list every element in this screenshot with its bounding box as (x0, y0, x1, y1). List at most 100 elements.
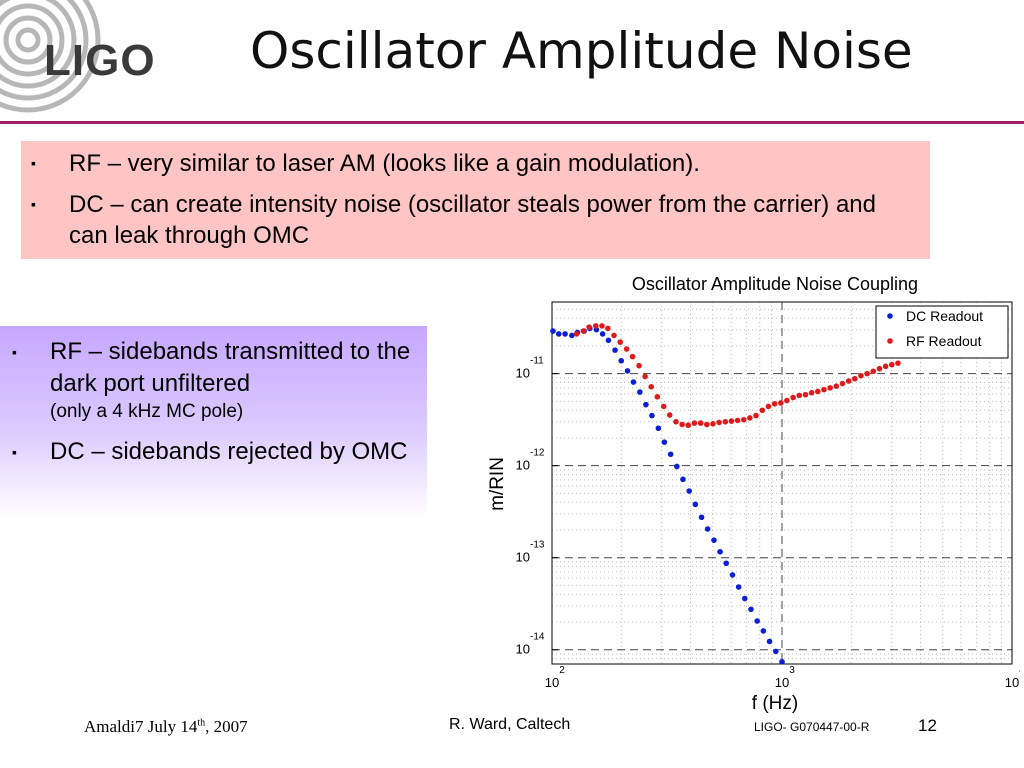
title-divider (0, 121, 1024, 124)
data-point (827, 385, 833, 391)
data-point (643, 401, 649, 408)
data-point (773, 648, 779, 655)
data-point (667, 451, 674, 458)
footer-author: R. Ward, Caltech (449, 716, 571, 733)
data-point (623, 346, 630, 352)
bullet-square-icon: ▪ (31, 196, 36, 212)
data-point (618, 357, 625, 364)
data-point (592, 323, 599, 329)
data-point (760, 628, 767, 634)
data-point (562, 331, 568, 337)
data-point (870, 368, 877, 375)
x-tick-label-exponent: 3 (789, 665, 795, 676)
data-point (704, 526, 711, 532)
slide-title: Oscillator Amplitude Noise (250, 22, 913, 80)
left-bullet-rf-text: RF – sidebands transmitted to the dark p… (50, 338, 411, 397)
data-point (740, 416, 747, 423)
top-bullet-rf-text: RF – very similar to laser AM (looks lik… (69, 150, 700, 177)
data-point (580, 328, 587, 334)
data-point (686, 488, 693, 494)
data-point (839, 380, 846, 387)
data-point (845, 378, 852, 384)
x-tick-label-base: 10 (545, 675, 559, 690)
left-bullet-dc-text: DC – sidebands rejected by OMC (50, 438, 408, 465)
footer-event-prefix: Amaldi7 July 14 (84, 717, 198, 736)
left-bullet-dc: ▪ DC – sidebands rejected by OMC (0, 436, 420, 468)
data-point (833, 383, 840, 390)
x-tick-label-exponent: 4 (1019, 665, 1020, 676)
data-point (759, 407, 766, 414)
footer-event-suffix: , 2007 (205, 717, 248, 736)
top-bullet-list: ▪ RF – very similar to laser AM (looks l… (21, 148, 921, 251)
data-point (599, 331, 606, 337)
data-point (784, 397, 790, 404)
data-point (624, 368, 631, 374)
data-point (550, 328, 556, 334)
data-point (790, 394, 796, 401)
data-point (605, 325, 611, 332)
legend-marker (887, 338, 893, 344)
data-point (717, 548, 723, 555)
legend-marker (887, 313, 893, 319)
data-point (728, 418, 735, 424)
footer-page-number: 12 (918, 716, 937, 735)
y-axis-label: m/RIN (487, 457, 508, 511)
data-point (716, 419, 722, 426)
top-bullet-dc-text: DC – can create intensity noise (oscilla… (69, 191, 876, 249)
data-point (661, 439, 668, 445)
data-point (765, 403, 772, 410)
data-point (674, 463, 680, 470)
data-point (573, 331, 580, 337)
bullet-square-icon: ▪ (12, 344, 17, 360)
data-point (852, 375, 858, 382)
data-point (599, 323, 605, 329)
data-point (882, 363, 889, 370)
top-bullet-rf: ▪ RF – very similar to laser AM (looks l… (21, 148, 921, 179)
data-point (753, 412, 759, 419)
data-point (612, 347, 618, 353)
data-point (710, 420, 716, 427)
data-point (629, 353, 636, 360)
data-point (654, 393, 661, 400)
chart-legend: DC Readout RF Readout (875, 305, 1009, 359)
data-point (734, 417, 741, 424)
chart-points (550, 323, 901, 665)
data-point (777, 400, 784, 406)
data-point (802, 391, 809, 398)
logo-rings-graphic (0, 0, 101, 113)
data-point (660, 403, 667, 410)
data-point (754, 618, 760, 624)
data-point (648, 383, 655, 390)
x-tick-label-exponent: 2 (559, 665, 565, 676)
footer-doc-id: LIGO- G070447-00-R (754, 720, 870, 734)
top-bullet-box (21, 141, 930, 259)
x-tick-label-base: 10 (775, 675, 789, 690)
logo-area (0, 0, 230, 120)
data-point (864, 370, 870, 377)
data-point (895, 360, 901, 366)
data-point (680, 476, 686, 483)
left-bullet-box (0, 326, 427, 518)
data-point (697, 420, 704, 426)
data-point (729, 572, 736, 578)
data-point (779, 658, 785, 665)
data-point (858, 372, 864, 379)
bullet-square-icon: ▪ (31, 155, 36, 171)
series-rf-readout (573, 323, 901, 429)
footer-event-sup: th (197, 717, 206, 729)
data-point (642, 373, 648, 380)
data-point (636, 362, 642, 369)
legend-entry-label: DC Readout (906, 308, 983, 324)
data-point (691, 420, 698, 426)
data-point (569, 332, 575, 339)
data-point (679, 421, 685, 428)
chart-grid (552, 302, 1012, 664)
noise-coupling-chart: Oscillator Amplitude Noise Coupling 10-1… (487, 274, 1020, 714)
data-point (735, 584, 742, 590)
data-point (637, 389, 643, 395)
y-tick-label-base: 10 (516, 550, 530, 565)
data-point (814, 388, 821, 395)
left-bullet-rf-note: (only a 4 kHz MC pole) (50, 401, 244, 422)
y-tick-label-exponent: -14 (530, 632, 545, 643)
y-tick-label-base: 10 (516, 642, 530, 657)
